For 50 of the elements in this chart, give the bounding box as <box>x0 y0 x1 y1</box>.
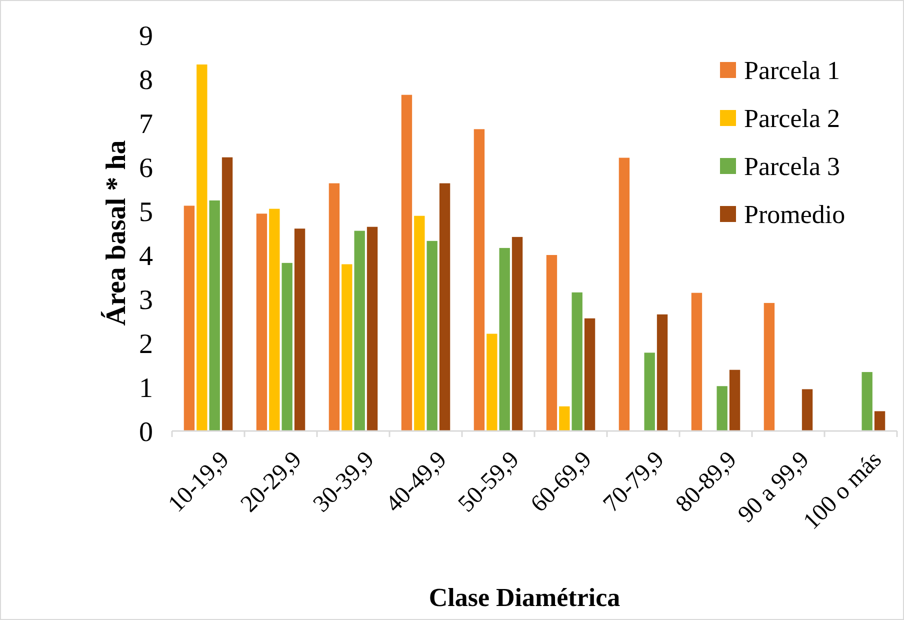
bar <box>644 352 655 431</box>
bar <box>222 157 233 431</box>
bar <box>196 64 208 431</box>
y-tick-label: 2 <box>139 328 153 360</box>
bar <box>546 255 558 431</box>
bar <box>618 158 630 431</box>
bar <box>366 226 378 431</box>
y-tick-label: 5 <box>139 196 153 228</box>
x-axis-title: Clase Diamétrica <box>428 583 620 612</box>
bar <box>426 240 438 431</box>
legend-label: Parcela 2 <box>744 104 840 134</box>
y-tick-label: 9 <box>139 20 153 52</box>
y-axis-title: Área basal * ha <box>100 140 132 326</box>
bar <box>764 302 775 431</box>
bar <box>716 386 728 431</box>
y-tick-label: 6 <box>139 152 153 184</box>
bar <box>572 292 582 431</box>
bar <box>512 236 523 431</box>
bar <box>184 206 195 431</box>
y-tick-label: 0 <box>139 416 153 448</box>
bar <box>584 318 596 431</box>
bar <box>802 389 813 431</box>
y-tick-label: 3 <box>139 284 153 316</box>
bar <box>656 314 668 431</box>
bar <box>342 264 352 431</box>
y-tick-label: 4 <box>139 240 153 272</box>
bar <box>486 334 498 431</box>
bar <box>559 406 570 431</box>
bar <box>401 94 412 431</box>
bar <box>328 183 340 431</box>
legend-label: Promedio <box>744 200 846 230</box>
bar <box>294 228 306 431</box>
bar <box>874 411 886 431</box>
y-tick-label: 8 <box>139 64 153 96</box>
y-tick-label: 7 <box>139 108 153 140</box>
bar <box>354 230 365 431</box>
bar <box>729 370 740 431</box>
bar <box>209 200 220 431</box>
y-tick-label: 1 <box>139 372 153 404</box>
legend-label: Parcela 3 <box>744 152 840 182</box>
legend-label: Parcela 1 <box>744 56 840 86</box>
bar <box>691 292 702 431</box>
bar <box>282 262 292 431</box>
bar <box>474 129 485 431</box>
bar <box>269 208 280 431</box>
bar <box>439 183 450 431</box>
bar <box>862 372 872 431</box>
bar <box>499 248 510 431</box>
bar <box>256 214 268 431</box>
bar <box>414 216 425 431</box>
